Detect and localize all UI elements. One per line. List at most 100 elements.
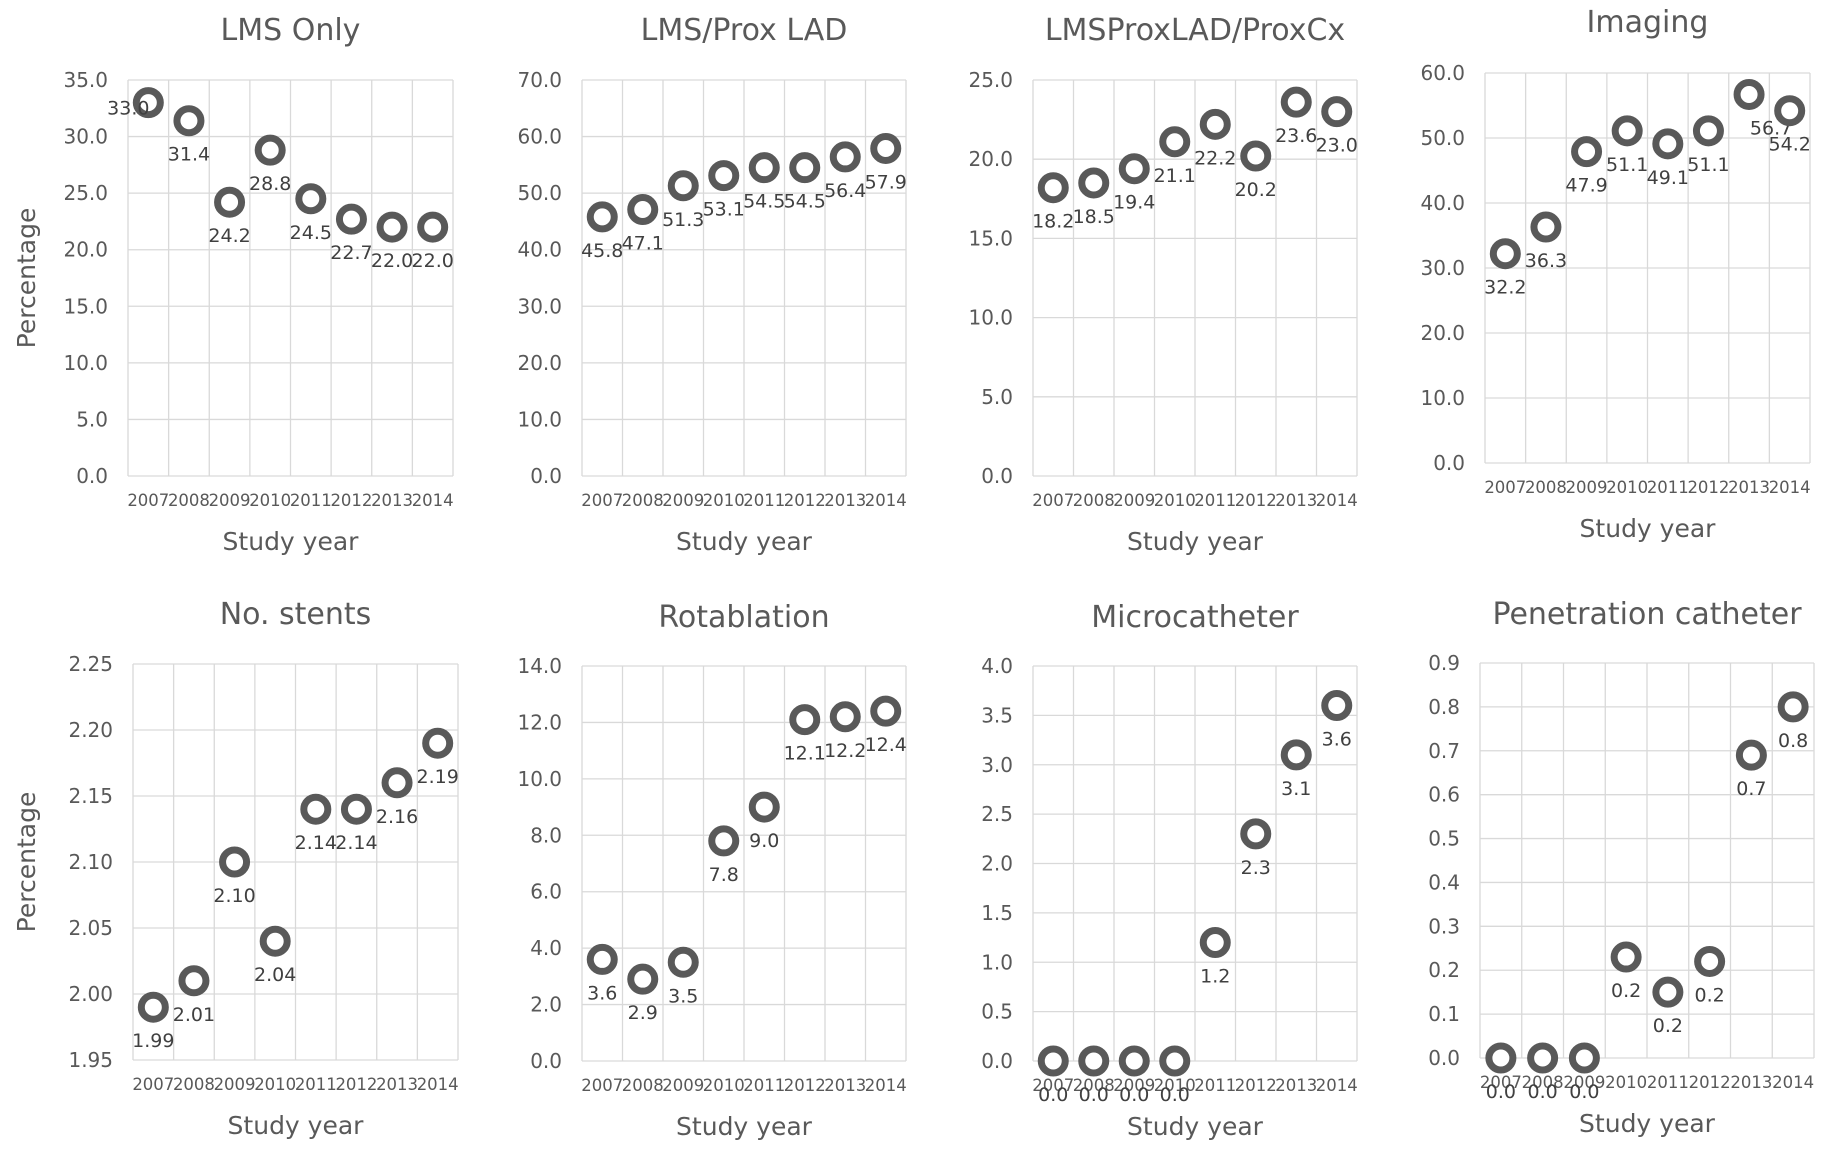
x-axis-title: Study year: [228, 1111, 365, 1140]
data-label: 12.1: [784, 743, 826, 765]
chart-title: LMS Only: [221, 13, 361, 48]
data-point: [1611, 115, 1643, 147]
data-label: 57.9: [865, 171, 907, 193]
data-point: [1530, 211, 1562, 243]
chart-panel: LMSProxLAD/ProxCx 0.0 5.0 10.0 15.0 20.0 25.0 2…: [968, 13, 1357, 556]
x-tick-label: 2011: [1647, 478, 1689, 497]
x-tick-label: 2012: [1689, 1073, 1731, 1092]
data-point: [1733, 78, 1765, 110]
x-tick-label: 2010: [1154, 1076, 1196, 1095]
data-label: 0.2: [1695, 984, 1725, 1006]
data-label: 56.4: [824, 180, 866, 202]
data-label: 51.3: [662, 209, 704, 231]
data-label: 19.4: [1113, 192, 1155, 214]
y-tick-label: 50.0: [517, 181, 562, 205]
x-tick-label: 2012: [335, 1075, 377, 1094]
y-tick-label: 4.0: [981, 654, 1013, 678]
y-tick-label: 0.0: [1433, 451, 1465, 475]
chart-title: Microcatheter: [1091, 600, 1299, 635]
x-tick-label: 2011: [1194, 1076, 1236, 1095]
data-label: 18.5: [1073, 206, 1115, 228]
data-label: 22.2: [1194, 147, 1236, 169]
data-point: [1489, 238, 1521, 270]
chart-panel: Rotablation 0.0 2.0 4.0 6.0 8.0 10.0 12.0 14.0 20…: [517, 600, 906, 1141]
y-tick-label: 10.0: [968, 306, 1013, 330]
data-label: 21.1: [1154, 165, 1196, 187]
data-point: [137, 991, 169, 1023]
y-tick-label: 3.0: [981, 753, 1013, 777]
y-tick-label: 25.0: [63, 181, 108, 205]
data-point: [1568, 1042, 1600, 1074]
y-tick-label: 20.0: [517, 351, 562, 375]
y-tick-label: 20.0: [63, 238, 108, 262]
x-axis-title: Study year: [1127, 1112, 1264, 1141]
x-tick-label: 2007: [1480, 1073, 1522, 1092]
data-label: 54.2: [1769, 134, 1811, 156]
data-point: [1652, 976, 1684, 1008]
y-tick-label: 15.0: [63, 294, 108, 318]
x-tick-label: 2009: [1566, 478, 1608, 497]
data-point: [1078, 167, 1110, 199]
x-tick-label: 2009: [662, 491, 704, 510]
x-axis-title: Study year: [676, 527, 813, 556]
data-point: [1118, 153, 1150, 185]
x-tick-label: 2011: [295, 1075, 337, 1094]
x-tick-label: 2012: [784, 1076, 826, 1095]
y-tick-label: 5.0: [76, 407, 108, 431]
x-tick-label: 2007: [1032, 491, 1074, 510]
x-tick-label: 2010: [1606, 478, 1648, 497]
x-tick-label: 2014: [1772, 1073, 1814, 1092]
x-tick-label: 2013: [376, 1075, 418, 1094]
y-tick-label: 10.0: [517, 767, 562, 791]
data-label: 32.2: [1484, 277, 1526, 299]
data-label: 51.1: [1687, 154, 1729, 176]
data-point: [1199, 927, 1231, 958]
data-point: [259, 925, 291, 957]
y-axis-title: Percentage: [12, 792, 41, 933]
data-label: 20.2: [1235, 179, 1277, 201]
x-tick-label: 2007: [581, 1076, 623, 1095]
x-tick-label: 2013: [824, 491, 866, 510]
data-label: 3.6: [1322, 729, 1352, 751]
data-point: [829, 701, 861, 733]
y-tick-label: 10.0: [63, 351, 108, 375]
y-tick-label: 0.3: [1428, 914, 1460, 938]
y-tick-label: 30.0: [517, 294, 562, 318]
y-tick-label: 1.95: [68, 1048, 113, 1072]
data-label: 0.0: [1486, 1081, 1516, 1103]
x-tick-label: 2007: [1484, 478, 1526, 497]
data-label: 0.2: [1611, 980, 1641, 1002]
x-tick-label: 2008: [1522, 1073, 1564, 1092]
x-axis-title: Study year: [676, 1112, 813, 1141]
data-label: 1.99: [132, 1030, 174, 1052]
data-point: [1321, 690, 1353, 721]
data-point: [381, 767, 413, 799]
y-tick-label: 2.5: [981, 802, 1013, 826]
data-label: 23.6: [1275, 125, 1317, 147]
y-tick-label: 1.5: [981, 901, 1013, 925]
y-tick-label: 6.0: [530, 880, 562, 904]
x-tick-label: 2014: [412, 491, 454, 510]
y-tick-label: 50.0: [1420, 126, 1465, 150]
data-label: 12.4: [865, 734, 907, 756]
y-tick-label: 0.6: [1428, 783, 1460, 807]
x-tick-label: 2009: [1113, 1076, 1155, 1095]
data-label: 3.5: [668, 985, 698, 1007]
data-point: [1118, 1045, 1150, 1077]
x-tick-label: 2010: [703, 491, 745, 510]
y-tick-label: 0.4: [1428, 870, 1460, 894]
data-label: 0.0: [1569, 1081, 1599, 1103]
x-tick-label: 2007: [1032, 1076, 1074, 1095]
data-point: [1652, 128, 1684, 160]
data-point: [1571, 136, 1603, 168]
data-label: 9.0: [749, 830, 779, 852]
chart-title: Imaging: [1587, 5, 1709, 40]
data-point: [422, 727, 454, 759]
data-point: [1694, 945, 1726, 977]
x-tick-label: 2011: [743, 491, 785, 510]
data-label: 53.1: [703, 199, 745, 221]
x-tick-label: 2008: [173, 1075, 215, 1094]
data-label: 0.2: [1653, 1015, 1683, 1037]
x-tick-label: 2010: [703, 1076, 745, 1095]
data-label: 2.10: [213, 885, 255, 907]
